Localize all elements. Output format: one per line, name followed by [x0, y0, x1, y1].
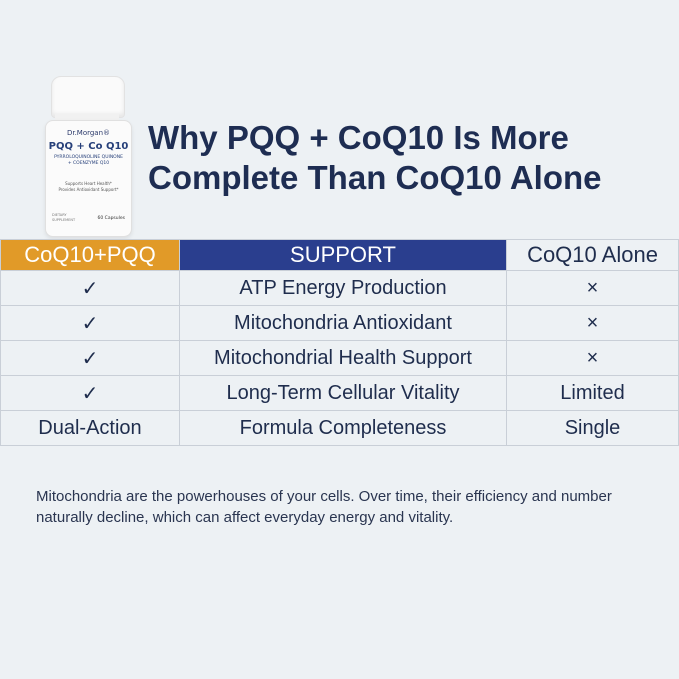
- support-cell: Formula Completeness: [179, 410, 507, 446]
- table-header-row: CoQ10+PQQ SUPPORT CoQ10 Alone: [0, 239, 679, 271]
- cross-icon: ×: [506, 340, 679, 376]
- support-cell: Mitochondrial Health Support: [179, 340, 507, 376]
- support-cell: Long-Term Cellular Vitality: [179, 375, 507, 411]
- table-row: ✓ Mitochondrial Health Support ×: [0, 340, 679, 376]
- description-text: Mitochondria are the powerhouses of your…: [36, 488, 612, 526]
- support-cell: ATP Energy Production: [179, 270, 507, 306]
- table-row: ✓ ATP Energy Production ×: [0, 270, 679, 306]
- bottle-neck: [55, 114, 119, 122]
- check-icon: ✓: [0, 305, 180, 341]
- check-icon: ✓: [0, 340, 180, 376]
- bottle-claim-1: Supports Heart Health*: [65, 181, 112, 186]
- coq10-alone-cell: Limited: [506, 375, 679, 411]
- headline-line-2: Complete Than CoQ10 Alone: [148, 159, 602, 196]
- cross-icon: ×: [506, 270, 679, 306]
- coq10-pqq-cell: Dual-Action: [0, 410, 180, 446]
- coq10-alone-cell: Single: [506, 410, 679, 446]
- header-coq10-alone: CoQ10 Alone: [506, 239, 679, 271]
- bottle-label: Dr.Morgan® PQQ + Co Q10 PYRROLOQUINOLINE…: [45, 120, 132, 237]
- table-row: Dual-Action Formula Completeness Single: [0, 410, 679, 446]
- headline-line-1: Why PQQ + CoQ10 Is More: [148, 119, 569, 156]
- bottle-claim-2: Provides Antioxidant Support*: [58, 187, 119, 192]
- headline: Why PQQ + CoQ10 Is More Complete Than Co…: [148, 118, 668, 198]
- bottle-subtitle-2: + COENZYME Q10: [67, 161, 110, 166]
- product-bottle-image: Dr.Morgan® PQQ + Co Q10 PYRROLOQUINOLINE…: [45, 76, 132, 237]
- header-support: SUPPORT: [179, 239, 507, 271]
- support-cell: Mitochondria Antioxidant: [179, 305, 507, 341]
- table-row: ✓ Long-Term Cellular Vitality Limited: [0, 375, 679, 411]
- check-icon: ✓: [0, 270, 180, 306]
- bottle-subtitle-1: PYRROLOQUINOLINE QUINONE: [54, 155, 123, 160]
- cross-icon: ×: [506, 305, 679, 341]
- bottle-product-name: PQQ + Co Q10: [48, 141, 129, 152]
- bottle-cap: [51, 76, 125, 118]
- comparison-table: CoQ10+PQQ SUPPORT CoQ10 Alone ✓ ATP Ener…: [0, 239, 679, 446]
- header-coq10-pqq: CoQ10+PQQ: [0, 239, 180, 271]
- bottle-left-text-2: SUPPLEMENT: [52, 218, 76, 222]
- check-icon: ✓: [0, 375, 180, 411]
- bottle-brand: Dr.Morgan®: [66, 129, 111, 137]
- bottle-left-text-1: DIETARY: [52, 213, 67, 217]
- table-row: ✓ Mitochondria Antioxidant ×: [0, 305, 679, 341]
- bottle-capsule-count: 60 Capsules: [97, 216, 125, 221]
